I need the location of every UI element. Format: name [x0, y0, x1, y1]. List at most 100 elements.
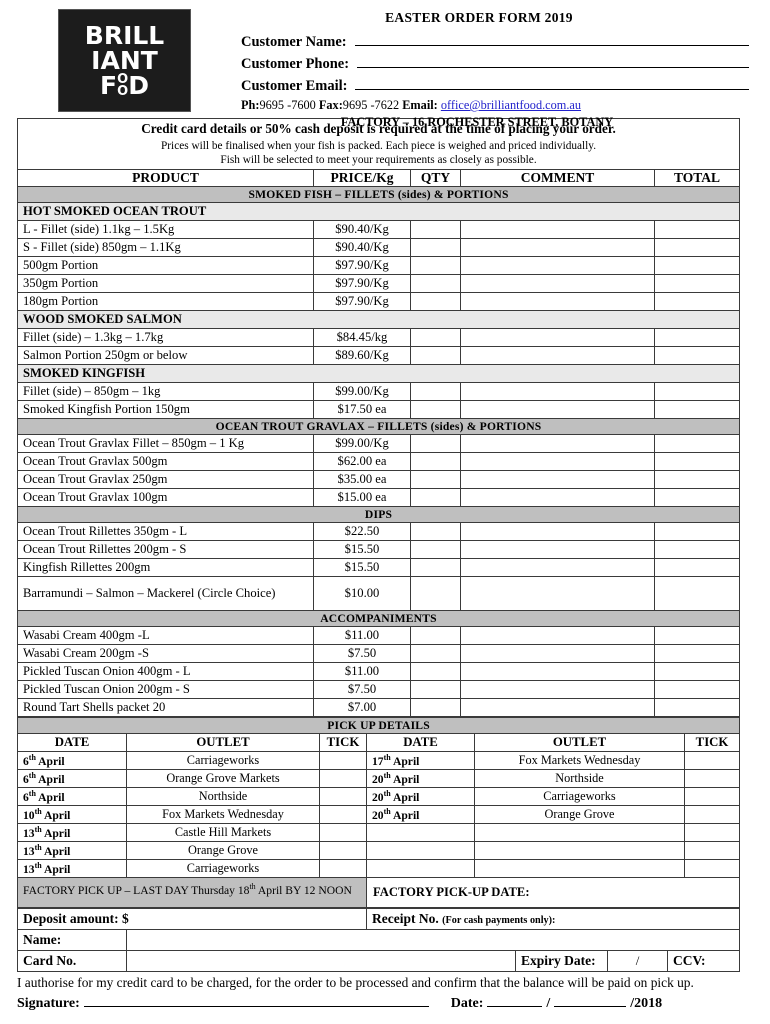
total-input[interactable]	[653, 399, 741, 419]
comment-input[interactable]	[460, 451, 655, 471]
total-input[interactable]	[653, 625, 741, 645]
total-input[interactable]	[653, 291, 741, 311]
comment-input[interactable]	[460, 433, 655, 453]
total-input[interactable]	[653, 327, 741, 347]
total-input[interactable]	[653, 381, 741, 401]
qty-input[interactable]	[410, 679, 461, 699]
date-month-input[interactable]	[554, 993, 627, 1007]
qty-input[interactable]	[410, 255, 461, 275]
qty-input[interactable]	[410, 539, 461, 559]
comment-input[interactable]	[460, 381, 655, 401]
comment-input[interactable]	[460, 273, 655, 293]
pickup-tick-right[interactable]	[683, 858, 741, 878]
pickup-tick-left[interactable]	[319, 804, 367, 824]
total-input[interactable]	[653, 487, 741, 507]
total-input[interactable]	[653, 539, 741, 559]
qty-input[interactable]	[410, 521, 461, 541]
qty-input[interactable]	[410, 661, 461, 681]
total-input[interactable]	[653, 255, 741, 275]
subsection-header-row: HOT SMOKED OCEAN TROUT	[16, 201, 741, 221]
pickup-tick-right[interactable]	[683, 840, 741, 860]
pickup-tick-left[interactable]	[319, 786, 367, 806]
date-day-input[interactable]	[487, 993, 543, 1007]
total-input[interactable]	[653, 679, 741, 699]
product-price: $7.50	[313, 643, 411, 663]
total-input[interactable]	[653, 643, 741, 663]
comment-input[interactable]	[460, 469, 655, 489]
signature-input[interactable]	[83, 993, 429, 1007]
pickup-tick-right[interactable]	[683, 822, 741, 842]
customer-phone-input[interactable]	[357, 53, 749, 68]
pickup-tick-right[interactable]	[683, 786, 741, 806]
card-number-input[interactable]	[125, 949, 517, 972]
qty-input[interactable]	[410, 625, 461, 645]
factory-pickup-date-field[interactable]: FACTORY PICK-UP DATE:	[365, 876, 741, 908]
email-link[interactable]: office@brilliantfood.com.au	[440, 98, 582, 112]
total-input[interactable]	[653, 451, 741, 471]
qty-input[interactable]	[410, 291, 461, 311]
pickup-tick-right[interactable]	[683, 768, 741, 788]
total-input[interactable]	[653, 273, 741, 293]
qty-input[interactable]	[410, 381, 461, 401]
product-price: $35.00 ea	[313, 469, 411, 489]
pickup-tick-left[interactable]	[319, 750, 367, 770]
pickup-tick-right[interactable]	[683, 750, 741, 770]
total-input[interactable]	[653, 237, 741, 257]
total-input[interactable]	[653, 557, 741, 577]
qty-input[interactable]	[410, 327, 461, 347]
qty-input[interactable]	[410, 557, 461, 577]
qty-input[interactable]	[410, 433, 461, 453]
qty-input[interactable]	[410, 575, 461, 611]
comment-input[interactable]	[460, 625, 655, 645]
qty-input[interactable]	[410, 451, 461, 471]
expiry-input[interactable]: /	[607, 949, 669, 972]
total-input[interactable]	[653, 433, 741, 453]
comment-input[interactable]	[460, 661, 655, 681]
customer-name-input[interactable]	[354, 31, 749, 46]
comment-input[interactable]	[460, 575, 655, 611]
product-price: $90.40/Kg	[313, 237, 411, 257]
pickup-tick-left[interactable]	[319, 822, 367, 842]
comment-input[interactable]	[460, 399, 655, 419]
total-input[interactable]	[653, 219, 741, 239]
comment-input[interactable]	[460, 237, 655, 257]
qty-input[interactable]	[410, 237, 461, 257]
qty-input[interactable]	[410, 273, 461, 293]
pickup-header-outlet-left: OUTLET	[126, 732, 320, 752]
qty-input[interactable]	[410, 345, 461, 365]
qty-input[interactable]	[410, 469, 461, 489]
comment-input[interactable]	[460, 557, 655, 577]
pickup-tick-right[interactable]	[683, 804, 741, 824]
total-input[interactable]	[653, 345, 741, 365]
qty-input[interactable]	[410, 643, 461, 663]
qty-input[interactable]	[410, 487, 461, 507]
total-input[interactable]	[653, 521, 741, 541]
cardholder-name-input[interactable]	[125, 928, 741, 951]
pickup-tick-left[interactable]	[319, 840, 367, 860]
comment-input[interactable]	[460, 327, 655, 347]
comment-input[interactable]	[460, 345, 655, 365]
total-input[interactable]	[653, 661, 741, 681]
customer-phone-row: Customer Phone:	[231, 53, 753, 73]
comment-input[interactable]	[460, 255, 655, 275]
qty-input[interactable]	[410, 697, 461, 717]
total-input[interactable]	[653, 575, 741, 611]
total-input[interactable]	[653, 697, 741, 717]
comment-input[interactable]	[460, 487, 655, 507]
qty-input[interactable]	[410, 399, 461, 419]
pickup-tick-left[interactable]	[319, 768, 367, 788]
product-price: $15.50	[313, 539, 411, 559]
comment-input[interactable]	[460, 679, 655, 699]
comment-input[interactable]	[460, 539, 655, 559]
comment-input[interactable]	[460, 219, 655, 239]
pickup-outlet-left: Orange Grove Markets	[126, 768, 320, 788]
comment-input[interactable]	[460, 291, 655, 311]
customer-email-input[interactable]	[355, 75, 749, 90]
qty-input[interactable]	[410, 219, 461, 239]
comment-input[interactable]	[460, 697, 655, 717]
pickup-tick-left[interactable]	[319, 858, 367, 878]
comment-input[interactable]	[460, 521, 655, 541]
col-header-qty: QTY	[410, 168, 461, 187]
total-input[interactable]	[653, 469, 741, 489]
comment-input[interactable]	[460, 643, 655, 663]
